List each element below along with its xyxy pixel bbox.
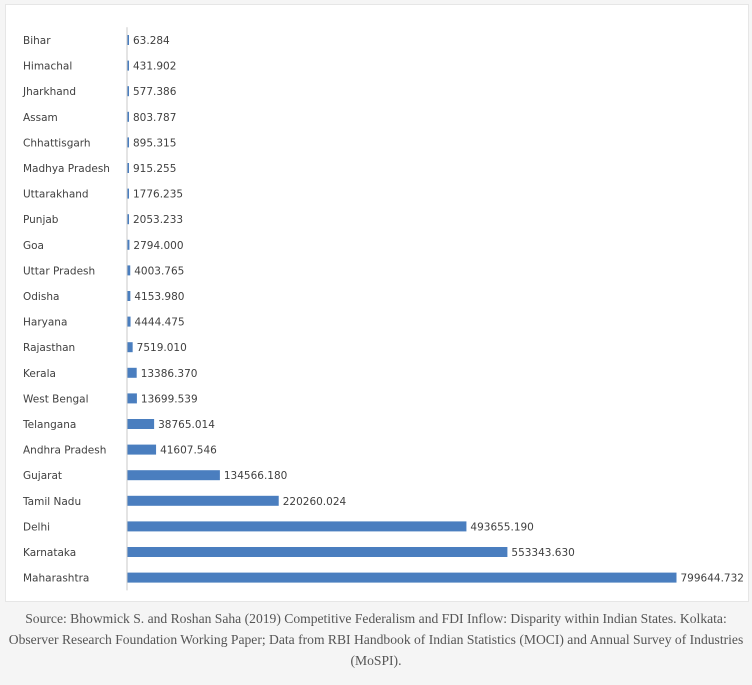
value-labels: 63.284 431.902 577.386 803.787 895.315 915.25…	[133, 35, 744, 585]
bar-haryana	[127, 316, 131, 327]
value-label-himachal: 431.902	[133, 61, 176, 73]
value-label-kerala: 13386.370	[141, 368, 198, 380]
value-label-odisha: 4153.980	[134, 291, 184, 303]
category-label-telangana: Telangana	[22, 419, 76, 431]
category-label-andhra-pradesh: Andhra Pradesh	[23, 445, 106, 457]
category-label-uttarakhand: Uttarakhand	[23, 189, 89, 201]
chart-panel: Bihar Himachal Jharkhand Assam Chhattisgarh M…	[5, 4, 749, 602]
category-label-goa: Goa	[23, 240, 44, 252]
value-label-bihar: 63.284	[133, 35, 170, 47]
category-label-punjab: Punjab	[23, 214, 59, 226]
value-label-goa: 2794.000	[133, 240, 183, 252]
fdi-bar-chart: Bihar Himachal Jharkhand Assam Chhattisgarh M…	[22, 27, 744, 591]
value-label-jharkhand: 577.386	[133, 86, 177, 98]
bar-bihar	[127, 35, 129, 45]
value-label-maharashtra: 799644.732	[681, 573, 744, 585]
category-label-bihar: Bihar	[23, 35, 51, 47]
category-label-delhi: Delhi	[23, 521, 50, 533]
value-label-uttarakhand: 1776.235	[133, 189, 183, 201]
bar-karnataka	[127, 547, 508, 557]
bar-telangana	[127, 419, 155, 429]
category-label-himachal: Himachal	[23, 61, 72, 73]
value-label-uttar-pradesh: 4003.765	[134, 265, 184, 277]
category-label-maharashtra: Maharashtra	[23, 573, 89, 585]
category-label-rajasthan: Rajasthan	[23, 342, 75, 354]
bar-tamil-nadu	[127, 495, 279, 506]
bar-punjab	[127, 214, 129, 225]
bar-uttarakhand	[127, 188, 129, 199]
value-label-andhra-pradesh: 41607.546	[160, 445, 217, 457]
bar-jharkhand	[127, 86, 129, 97]
value-label-karnataka: 553343.630	[511, 547, 574, 559]
category-label-jharkhand: Jharkhand	[22, 86, 76, 98]
value-label-haryana: 4444.475	[135, 317, 185, 329]
value-label-punjab: 2053.233	[133, 214, 183, 226]
category-label-uttar-pradesh: Uttar Pradesh	[23, 265, 95, 277]
bar-andhra-pradesh	[127, 444, 157, 455]
source-caption: Source: Bhowmick S. and Roshan Saha (201…	[8, 611, 744, 668]
bar-kerala	[127, 367, 137, 378]
bar-delhi	[127, 521, 467, 532]
category-labels: Bihar Himachal Jharkhand Assam Chhattisgarh M…	[22, 35, 110, 585]
bar-odisha	[127, 291, 131, 301]
value-label-rajasthan: 7519.010	[137, 342, 187, 354]
value-label-telangana: 38765.014	[158, 419, 215, 431]
category-label-haryana: Haryana	[23, 317, 67, 329]
bar-chhattisgarh	[127, 137, 129, 148]
value-label-tamil-nadu: 220260.024	[283, 496, 347, 508]
bar-assam	[127, 111, 129, 122]
category-label-gujarat: Gujarat	[23, 470, 62, 482]
bars	[127, 35, 677, 583]
bar-madhya-pradesh	[127, 163, 129, 173]
bar-gujarat	[127, 470, 220, 481]
category-label-chhattisgarh: Chhattisgarh	[23, 137, 91, 149]
category-label-kerala: Kerala	[23, 368, 56, 380]
category-label-tamil-nadu: Tamil Nadu	[22, 496, 81, 508]
value-label-gujarat: 134566.180	[224, 470, 287, 482]
bar-west-bengal	[127, 393, 137, 404]
category-label-assam: Assam	[23, 112, 58, 124]
value-label-madhya-pradesh: 915.255	[133, 163, 176, 175]
category-label-madhya-pradesh: Madhya Pradesh	[23, 163, 110, 175]
bar-himachal	[127, 60, 129, 71]
value-label-west-bengal: 13699.539	[141, 393, 198, 405]
bar-maharashtra	[127, 572, 677, 583]
value-label-chhattisgarh: 895.315	[133, 137, 176, 149]
value-label-assam: 803.787	[133, 112, 176, 124]
category-label-odisha: Odisha	[23, 291, 59, 303]
bar-goa	[127, 239, 130, 250]
value-label-delhi: 493655.190	[470, 521, 533, 533]
bar-rajasthan	[127, 342, 133, 353]
bar-uttar-pradesh	[127, 265, 131, 276]
category-label-karnataka: Karnataka	[23, 547, 76, 559]
category-label-west-bengal: West Bengal	[23, 393, 89, 405]
